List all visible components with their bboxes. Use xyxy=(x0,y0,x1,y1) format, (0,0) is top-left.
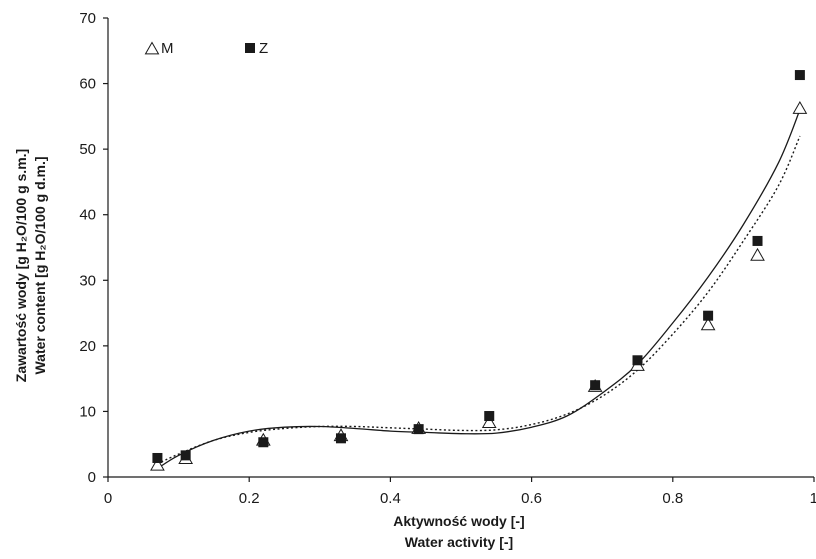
point-Z xyxy=(335,433,346,444)
fit-curves xyxy=(157,109,801,470)
axes xyxy=(107,18,814,478)
point-Z xyxy=(180,450,191,461)
axis-titles: Aktywność wody [-] Water activity [-] Zawa… xyxy=(13,149,525,550)
legend-marker-M xyxy=(144,41,160,55)
point-Z xyxy=(703,310,714,321)
y-tick-label: 10 xyxy=(79,403,96,420)
point-Z xyxy=(484,411,495,422)
point-M xyxy=(700,317,716,331)
legend-label-M: M xyxy=(161,40,174,57)
x-tick-label: 0.4 xyxy=(380,490,401,507)
point-Z xyxy=(413,424,424,435)
point-M xyxy=(481,415,497,428)
point-M xyxy=(750,247,765,261)
y-tick-label: 40 xyxy=(79,207,96,224)
y-tick-label: 70 xyxy=(79,10,96,27)
y-axis-title-en: Water content [g H₂O/100 g d.m.] xyxy=(32,156,48,374)
point-Z xyxy=(590,380,601,391)
y-tick-label: 30 xyxy=(79,272,96,289)
tick-marks-and-labels: 0 10 20 30 40 50 60 70 0 0.2 0.4 0.6 0.8 1 xyxy=(79,10,816,507)
point-M xyxy=(792,100,808,114)
x-tick-label: 0.2 xyxy=(239,490,260,507)
data-points xyxy=(150,70,808,471)
point-Z xyxy=(632,355,643,366)
legend-label-Z: Z xyxy=(259,40,268,57)
x-tick-label: 1 xyxy=(810,490,816,507)
point-Z xyxy=(752,235,763,246)
x-tick-label: 0.6 xyxy=(521,490,542,507)
point-Z xyxy=(258,437,269,448)
x-tick-label: 0.8 xyxy=(662,490,683,507)
point-M xyxy=(150,457,165,471)
x-tick-label: 0 xyxy=(104,490,112,507)
y-tick-label: 0 xyxy=(88,469,96,486)
x-axis-title: Aktywność wody [-] xyxy=(393,513,524,529)
y-tick-label: 60 xyxy=(79,76,96,93)
y-tick-label: 20 xyxy=(79,338,96,355)
point-Z xyxy=(152,452,163,463)
fit-curve-solid xyxy=(157,109,801,470)
point-Z xyxy=(794,70,805,81)
y-tick-label: 50 xyxy=(79,141,96,158)
fit-curve-dotted xyxy=(157,135,801,465)
legend-marker-Z xyxy=(245,43,255,53)
y-axis-title: Zawartość wody [g H₂O/100 g s.m.] xyxy=(13,149,29,382)
x-axis-title-en: Water activity [-] xyxy=(405,534,513,550)
